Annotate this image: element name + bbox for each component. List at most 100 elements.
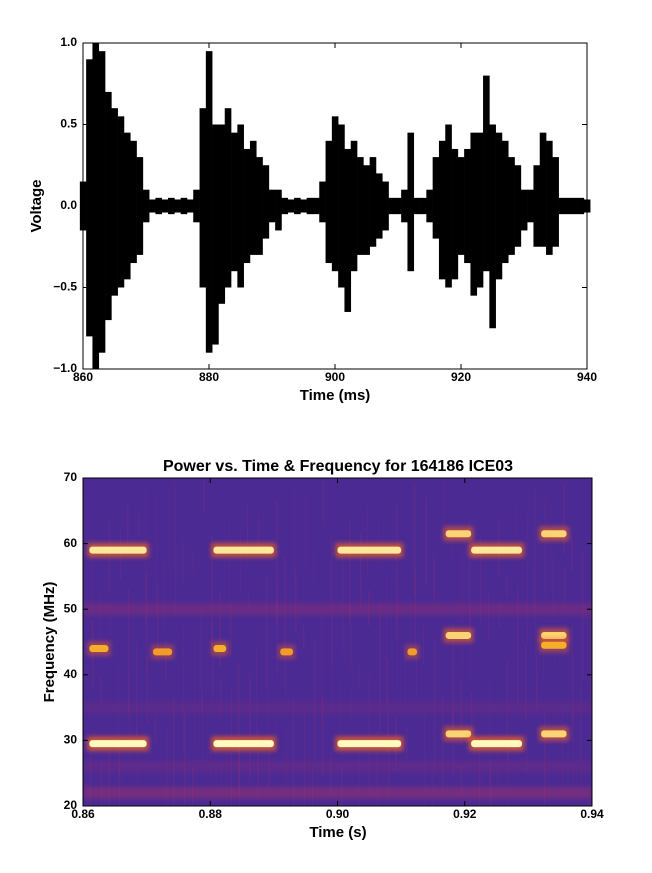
waveform-bar (294, 197, 301, 215)
noise-streak (351, 691, 352, 720)
noise-streak (275, 715, 276, 756)
noise-streak (212, 621, 213, 700)
noise-streak (293, 699, 294, 806)
waveform-bar (483, 75, 490, 272)
waveform-bar (432, 157, 440, 239)
waveform-bar (149, 199, 156, 213)
waveform-bar (571, 197, 578, 215)
noise-streak (580, 681, 581, 760)
waveform-bar (325, 140, 333, 264)
waveform-bar (407, 132, 415, 272)
band-segment (89, 546, 147, 554)
noise-streak (573, 709, 574, 792)
noise-streak (460, 680, 462, 746)
noise-streak (201, 609, 202, 712)
band-segment (541, 631, 567, 639)
waveform-bar (180, 197, 188, 215)
waveform-bar (205, 51, 213, 353)
noise-streak (127, 503, 129, 548)
noise-streak (563, 482, 565, 554)
waveform-bar (105, 91, 112, 321)
noise-streak (433, 554, 435, 602)
waveform-bar (520, 189, 528, 231)
y-tick-label: 1.0 (60, 35, 77, 49)
noise-streak (284, 557, 286, 644)
noise-streak (137, 730, 138, 786)
noise-streak (377, 732, 378, 806)
noise-streak (452, 623, 454, 728)
waveform-bar (363, 165, 370, 255)
x-tick-label: 920 (451, 370, 471, 384)
waveform-bar (514, 165, 522, 247)
noise-streak (527, 514, 528, 642)
y-tick-label: 60 (64, 536, 78, 550)
waveform-bar (237, 124, 244, 288)
noise-streak (359, 748, 360, 806)
waveform-bar (117, 116, 125, 288)
noise-band (83, 786, 592, 799)
noise-streak (379, 602, 381, 734)
waveform-bar (338, 124, 345, 288)
y-tick-label: −0.5 (53, 280, 77, 294)
x-tick-label: 900 (325, 370, 345, 384)
waveform-bar (287, 199, 295, 213)
noise-streak (341, 764, 343, 806)
x-tick-label: 880 (199, 370, 219, 384)
noise-streak (146, 572, 148, 674)
waveform-bar (401, 189, 408, 223)
noise-streak (210, 751, 211, 780)
y-tick-label: 50 (64, 601, 78, 615)
noise-streak (386, 574, 387, 702)
noise-streak (396, 501, 397, 640)
waveform-bar (256, 157, 263, 255)
noise-streak (286, 727, 287, 806)
noise-streak (276, 500, 278, 626)
noise-streak (369, 675, 370, 796)
x-tick-label: 860 (73, 370, 93, 384)
noise-streak (506, 575, 508, 596)
waveform-bar (331, 116, 339, 272)
band-segment (213, 645, 227, 653)
band-segment (337, 740, 402, 748)
noise-streak (406, 728, 408, 758)
waveform-bar (174, 199, 181, 213)
noise-streak (110, 604, 111, 642)
band-segment (213, 740, 274, 748)
noise-streak (268, 743, 270, 788)
waveform-bar (155, 197, 163, 215)
noise-streak (535, 571, 536, 660)
noise-streak (378, 517, 379, 564)
band-segment (445, 530, 472, 538)
noise-streak (155, 714, 156, 742)
noise-streak (543, 628, 544, 678)
noise-streak (340, 679, 341, 732)
waveform-bar (300, 199, 307, 213)
noise-streak (156, 499, 157, 612)
waveform-bar (464, 148, 471, 264)
noise-streak (432, 769, 433, 806)
y-tick-label: −1.0 (53, 361, 77, 375)
noise-streak (256, 646, 257, 750)
noise-streak (526, 729, 527, 772)
waveform-bar (111, 108, 118, 296)
waveform-bar (123, 132, 131, 280)
waveform-bar (218, 124, 226, 304)
waveform-bar (142, 189, 150, 223)
band-segment (445, 730, 472, 738)
waveform-bar (199, 108, 207, 288)
noise-streak (388, 744, 389, 802)
noise-streak (461, 765, 462, 796)
noise-streak (147, 657, 148, 724)
noise-streak (414, 485, 416, 596)
heatmap-background (83, 478, 592, 806)
noise-streak (545, 498, 546, 598)
noise-streak (462, 550, 463, 666)
waveform-bar (224, 108, 232, 288)
noise-streak (221, 763, 222, 806)
band-segment (152, 648, 173, 656)
noise-streak (266, 573, 267, 688)
noise-streak (517, 587, 519, 704)
noise-band (83, 701, 592, 714)
x-tick-label: 0.94 (580, 807, 604, 821)
waveform-bar (527, 189, 534, 223)
